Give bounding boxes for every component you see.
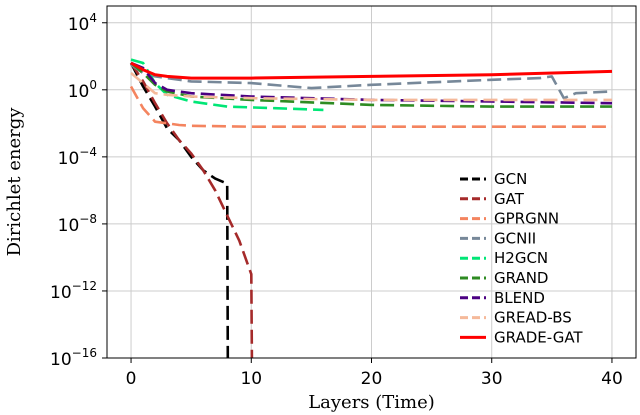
legend-label-gat: GAT	[494, 190, 525, 208]
y-tick-label: 10−8	[58, 212, 97, 236]
x-tick-label: 20	[361, 369, 383, 389]
y-tick-exponent: 4	[89, 11, 97, 25]
legend-label-grand: GRAND	[494, 269, 548, 287]
series-line-gprgnn	[129, 85, 612, 128]
series-line-gread-bs	[130, 72, 612, 102]
series-line-gcnii	[130, 63, 613, 100]
y-tick-exponent: −16	[72, 346, 97, 360]
series-line-gat	[129, 62, 254, 359]
legend-label-h2gcn: H2GCN	[494, 249, 548, 267]
series-line-h2gcn	[130, 58, 324, 112]
y-tick-base: 10	[58, 216, 80, 236]
grid	[107, 6, 636, 359]
legend-label-gread-bs: GREAD-BS	[494, 309, 572, 327]
y-tick-exponent: −4	[79, 145, 97, 159]
series-line-grade-gat	[130, 61, 613, 80]
y-tick-base: 10	[50, 350, 72, 370]
legend-label-gcnii: GCNII	[494, 229, 536, 247]
y-tick-exponent: 0	[89, 78, 97, 92]
y-tick-label: 104	[68, 11, 97, 35]
legend-label-gprgnn: GPRGNN	[494, 210, 559, 228]
x-tick-label: 30	[481, 369, 503, 389]
y-tick-label: 100	[68, 78, 97, 102]
x-tick-label: 40	[601, 369, 623, 389]
x-ticks: 0 10 20 30 40	[126, 358, 623, 389]
legend-label-blend: BLEND	[494, 289, 545, 307]
legend-label-gcn: GCN	[494, 170, 527, 188]
y-tick-base: 10	[68, 15, 90, 35]
y-tick-label: 10−16	[50, 346, 97, 370]
y-tick-base: 10	[58, 149, 80, 169]
x-tick-label: 0	[126, 369, 137, 389]
x-tick-label: 10	[240, 369, 262, 389]
x-axis-label: Layers (Time)	[308, 392, 435, 413]
series-lines	[129, 58, 613, 359]
series-line-gcn	[129, 62, 230, 359]
legend-label-grade-gat: GRADE-GAT	[494, 328, 583, 346]
y-tick-label: 10−12	[50, 279, 97, 303]
y-tick-exponent: −8	[79, 212, 97, 226]
y-tick-exponent: −12	[72, 279, 97, 293]
y-tick-base: 10	[50, 283, 72, 303]
y-tick-label: 10−4	[58, 145, 97, 169]
y-axis-label: Dirichlet energy	[4, 107, 25, 257]
y-tick-base: 10	[68, 82, 90, 102]
